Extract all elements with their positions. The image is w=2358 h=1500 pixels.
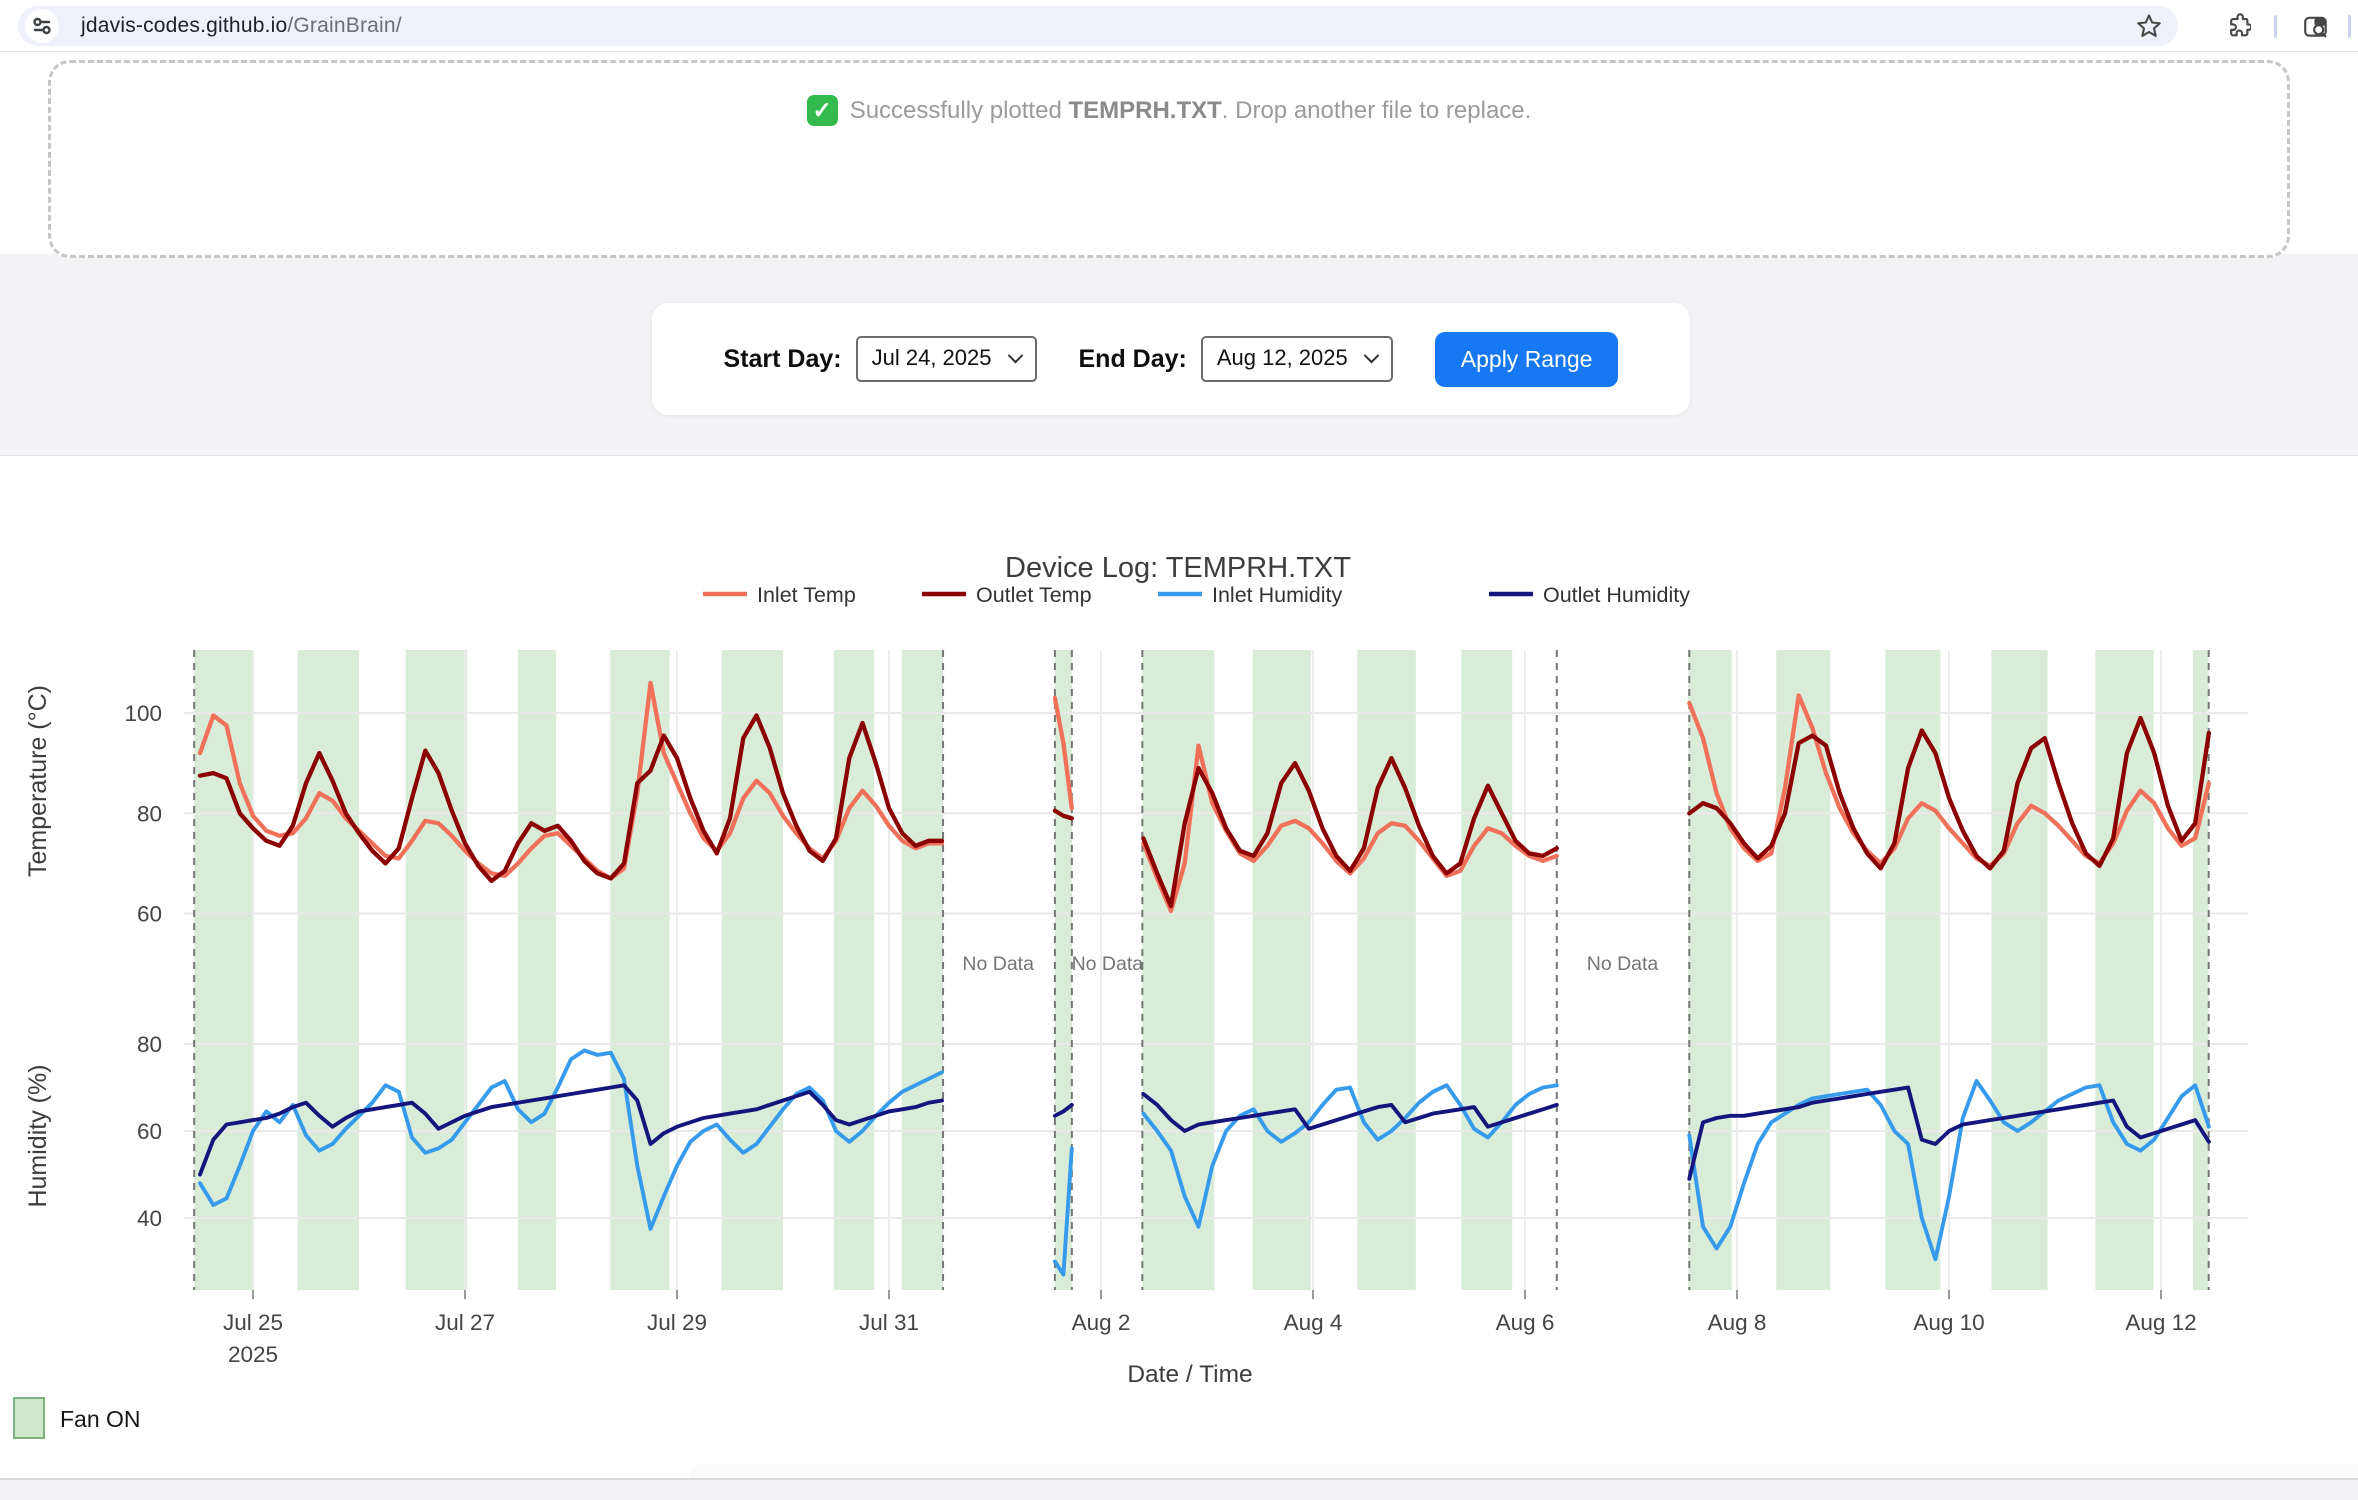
x-tick-label: Aug 6	[1496, 1310, 1555, 1335]
legend-item-inlet_humidity[interactable]: Inlet Humidity	[1158, 583, 1342, 607]
url-text[interactable]: jdavis-codes.github.io/GrainBrain/	[81, 14, 402, 38]
toolbar-divider	[2348, 15, 2351, 38]
fan-on-band	[518, 650, 557, 1290]
start-day-select[interactable]: Jul 24, 2025	[855, 336, 1037, 382]
toolbar-divider	[2274, 15, 2277, 38]
start-day-label: Start Day:	[723, 344, 842, 373]
legend-label: Inlet Temp	[757, 583, 856, 607]
humidity-axis-title: Humidity (%)	[24, 1064, 52, 1207]
no-data-annotation: No Data	[1072, 953, 1144, 975]
browser-toolbar: jdavis-codes.github.io/GrainBrain/	[0, 0, 2358, 52]
fan-on-swatch	[13, 1397, 45, 1439]
apply-range-button[interactable]: Apply Range	[1434, 331, 1619, 387]
fan-on-band	[1357, 650, 1416, 1290]
legend-label: Inlet Humidity	[1212, 583, 1342, 607]
x-tick-sublabel: 2025	[228, 1342, 278, 1367]
outlet_humidity-line	[198, 1083, 944, 1177]
fan-on-band	[1252, 650, 1311, 1290]
end-day-value: Aug 12, 2025	[1216, 345, 1348, 370]
x-tick-label: Aug 4	[1284, 1310, 1343, 1335]
end-day-label: End Day:	[1078, 344, 1187, 373]
x-tick-label: Jul 31	[859, 1310, 919, 1335]
fan-on-label: Fan ON	[60, 1406, 141, 1432]
inlet_humidity-line	[1141, 1083, 1559, 1229]
outlet_temp-line	[1687, 715, 2212, 871]
device-log-chart[interactable]: No Data No Data No Data Device Log: TEMPRH.…	[0, 456, 2358, 1478]
inlet_temp-line	[1052, 695, 1074, 811]
plotted-filename: TEMPRH.TXT	[1068, 96, 1222, 124]
fan-on-band	[2095, 650, 2154, 1290]
url-path: /GrainBrain/	[287, 14, 402, 37]
fan-on-band	[721, 650, 783, 1290]
humidity-tick-label: 60	[137, 1119, 162, 1144]
end-day-select[interactable]: Aug 12, 2025	[1200, 336, 1393, 382]
chart-title: Device Log: TEMPRH.TXT	[1005, 552, 1351, 584]
humidity-tick-label: 40	[137, 1206, 162, 1231]
extensions-puzzle-icon[interactable]	[2224, 13, 2253, 40]
inlet_temp-line	[1141, 743, 1559, 914]
chevron-down-icon	[1363, 347, 1380, 363]
temp-tick-label: 100	[124, 701, 162, 726]
x-axis-title: Date / Time	[1127, 1361, 1252, 1388]
legend-item-outlet_humidity[interactable]: Outlet Humidity	[1489, 583, 1690, 607]
fan-on-band	[194, 650, 253, 1290]
x-tick-label: Aug 2	[1072, 1310, 1131, 1335]
fan-on-band	[901, 650, 944, 1290]
bottom-panel-corner	[690, 1464, 2358, 1478]
fan-on-band	[1991, 650, 2048, 1290]
inlet_humidity-line	[198, 1048, 944, 1231]
inlet_humidity-line	[1687, 1079, 2211, 1262]
legend-label: Outlet Temp	[976, 583, 1092, 607]
outlet_temp-line	[197, 713, 945, 884]
url-domain: jdavis-codes.github.io	[81, 14, 288, 37]
legend-item-inlet_temp[interactable]: Inlet Temp	[703, 583, 856, 607]
x-tick-label: Aug 8	[1708, 1310, 1767, 1335]
humidity-tick-label: 80	[137, 1032, 162, 1057]
no-data-annotation: No Data	[962, 953, 1034, 975]
outlet_temp-line	[1141, 755, 1559, 909]
start-day-value: Jul 24, 2025	[871, 345, 992, 370]
inlet_humidity-line	[1052, 1146, 1074, 1277]
fan-on-band	[1142, 650, 1215, 1290]
status-message: Successfully plotted TEMPRH.TXT. Drop an…	[849, 96, 1532, 124]
temp-tick-label: 60	[137, 902, 162, 927]
no-data-annotation: No Data	[1587, 953, 1659, 975]
fan-on-band	[1688, 650, 1732, 1290]
x-tick-label: Jul 25	[223, 1310, 283, 1335]
bottom-panel-edge	[0, 1478, 2358, 1500]
x-tick-label: Jul 27	[435, 1310, 495, 1335]
file-drop-zone[interactable]: ✓ Successfully plotted TEMPRH.TXT. Drop …	[48, 60, 2290, 258]
legend-item-outlet_temp[interactable]: Outlet Temp	[922, 583, 1092, 607]
fan-on-band	[405, 650, 468, 1290]
site-settings-icon[interactable]	[25, 9, 59, 43]
temp-axis-title: Temperature (°C)	[24, 685, 52, 877]
fan-on-band	[1461, 650, 1513, 1290]
date-range-controls: Start Day: Jul 24, 2025 End Day: Aug 12,…	[652, 303, 1690, 415]
bookmark-star-icon[interactable]	[2134, 11, 2164, 41]
outlet_humidity-line	[1052, 1102, 1074, 1118]
x-tick-label: Aug 10	[1913, 1310, 1984, 1335]
outlet_temp-line	[1052, 808, 1074, 821]
x-tick-label: Aug 12	[2125, 1310, 2196, 1335]
fan-on-band	[1776, 650, 1831, 1290]
temp-tick-label: 80	[137, 801, 162, 826]
outlet_humidity-line	[1687, 1085, 2211, 1181]
chevron-down-icon	[1007, 347, 1023, 363]
x-tick-label: Jul 29	[647, 1310, 707, 1335]
fan-on-band	[833, 650, 875, 1290]
chart-area: No Data No Data No Data Device Log: TEMPRH.…	[0, 456, 2358, 1478]
fan-on-band	[297, 650, 359, 1290]
address-bar[interactable]: jdavis-codes.github.io/GrainBrain/	[18, 6, 2178, 46]
outlet_humidity-line	[1141, 1092, 1559, 1133]
check-icon: ✓	[806, 95, 838, 126]
tab-search-icon[interactable]	[2302, 13, 2329, 40]
legend-label: Outlet Humidity	[1543, 583, 1690, 607]
